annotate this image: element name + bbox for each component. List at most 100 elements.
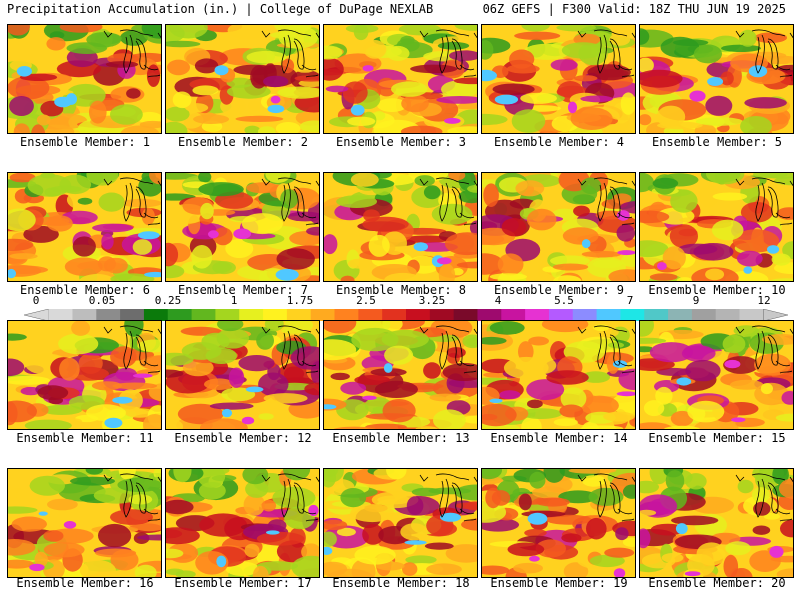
ensemble-member-panel (481, 172, 636, 282)
colorbar-swatch (215, 309, 240, 321)
colorbar-swatch (48, 309, 73, 321)
ensemble-member-label: Ensemble Member: 11 (16, 431, 154, 445)
ensemble-member-panel (165, 172, 320, 282)
colorbar-swatch (263, 309, 288, 321)
ensemble-member-label: Ensemble Member: 19 (490, 576, 628, 590)
ensemble-member-panel (7, 172, 162, 282)
ensemble-member-label: Ensemble Member: 12 (174, 431, 312, 445)
colorbar-tick-label: 1.75 (286, 294, 314, 307)
ensemble-member-label: Ensemble Member: 10 (648, 283, 786, 297)
ensemble-member-panel (639, 468, 794, 578)
colorbar-tick-label: 12 (757, 294, 771, 307)
precip-map (166, 321, 319, 429)
ensemble-member-panel (165, 320, 320, 430)
ensemble-member-panel (7, 24, 162, 134)
colorbar-swatch (453, 309, 478, 321)
ensemble-member-label: Ensemble Member: 1 (19, 135, 151, 149)
ensemble-member-panel (323, 320, 478, 430)
ensemble-member-panel (481, 320, 636, 430)
ensemble-member-panel (639, 172, 794, 282)
ensemble-member-label: Ensemble Member: 7 (177, 283, 309, 297)
colorbar-swatch (167, 309, 193, 321)
precip-map (8, 321, 161, 429)
colorbar-swatch (691, 309, 717, 321)
colorbar-tick-label: 0.25 (154, 294, 182, 307)
precip-map (482, 321, 635, 429)
great-lakes-outline (261, 473, 319, 522)
precip-map (166, 469, 319, 577)
ensemble-member-label: Ensemble Member: 4 (493, 135, 625, 149)
precip-map (8, 469, 161, 577)
colorbar-swatch (525, 309, 550, 321)
great-lakes-outline (103, 177, 161, 226)
precip-map (324, 25, 477, 133)
precip-map (324, 173, 477, 281)
colorbar-swatch (596, 309, 621, 321)
colorbar-swatch (715, 309, 741, 321)
colorbar-strip (24, 309, 788, 321)
precip-map (640, 321, 793, 429)
great-lakes-outline (103, 325, 161, 374)
ensemble-member-label: Ensemble Member: 14 (490, 431, 628, 445)
precip-map (8, 25, 161, 133)
ensemble-member-panel (481, 468, 636, 578)
ensemble-member-panel (639, 24, 794, 134)
great-lakes-outline (261, 29, 319, 78)
run-info: 06Z GEFS | F300 Valid: 18Z THU JUN 19 20… (482, 2, 786, 16)
colorbar-swatch (310, 309, 336, 321)
colorbar-swatch (429, 309, 455, 321)
ensemble-member-panel (323, 468, 478, 578)
precip-map (166, 25, 319, 133)
colorbar-swatch (739, 309, 764, 321)
precip-map (640, 25, 793, 133)
ensemble-member-panel (7, 320, 162, 430)
ensemble-member-label: Ensemble Member: 18 (332, 576, 470, 590)
colorbar-swatch (644, 309, 669, 321)
page-title: Precipitation Accumulation (in.) | Colle… (7, 2, 434, 16)
great-lakes-outline (577, 177, 635, 226)
ensemble-member-label: Ensemble Member: 13 (332, 431, 470, 445)
ensemble-member-label: Ensemble Member: 8 (335, 283, 467, 297)
great-lakes-outline (261, 325, 319, 374)
great-lakes-outline (103, 473, 161, 522)
great-lakes-outline (103, 29, 161, 78)
colorbar-left-arrow (24, 309, 49, 321)
great-lakes-outline (419, 177, 477, 226)
ensemble-member-label: Ensemble Member: 16 (16, 576, 154, 590)
colorbar-legend: 0 0.05 0.25 1 1.75 2.5 3.25 4 5.5 7 9 12 (24, 295, 788, 321)
ensemble-member-label: Ensemble Member: 20 (648, 576, 786, 590)
ensemble-member-label: Ensemble Member: 15 (648, 431, 786, 445)
ensemble-member-panel (165, 24, 320, 134)
colorbar-swatch (668, 309, 693, 321)
colorbar-tick-label: 2.5 (356, 294, 376, 307)
colorbar-swatch (477, 309, 502, 321)
colorbar-right-arrow (763, 309, 788, 321)
colorbar-tick-label: 1 (230, 294, 238, 307)
great-lakes-outline (419, 29, 477, 78)
precip-map (482, 469, 635, 577)
precip-map (324, 469, 477, 577)
precip-map (8, 173, 161, 281)
colorbar-swatch (548, 309, 574, 321)
great-lakes-outline (735, 177, 793, 226)
colorbar-tick-label: 3.25 (418, 294, 446, 307)
colorbar-swatch (143, 309, 169, 321)
precip-map (482, 25, 635, 133)
ensemble-member-label: Ensemble Member: 5 (651, 135, 783, 149)
colorbar-swatch (620, 309, 645, 321)
colorbar-swatch (572, 309, 598, 321)
precip-map (640, 469, 793, 577)
colorbar-tick-label: 0 (32, 294, 40, 307)
colorbar-swatch (239, 309, 264, 321)
great-lakes-outline (577, 29, 635, 78)
great-lakes-outline (577, 473, 635, 522)
colorbar-swatch (406, 309, 431, 321)
ensemble-member-label: Ensemble Member: 2 (177, 135, 309, 149)
ensemble-member-panel (323, 172, 478, 282)
ensemble-member-panel (165, 468, 320, 578)
ensemble-member-label: Ensemble Member: 9 (493, 283, 625, 297)
ensemble-member-panel (323, 24, 478, 134)
colorbar-swatch (72, 309, 97, 321)
ensemble-member-label: Ensemble Member: 6 (19, 283, 151, 297)
precip-map (324, 321, 477, 429)
